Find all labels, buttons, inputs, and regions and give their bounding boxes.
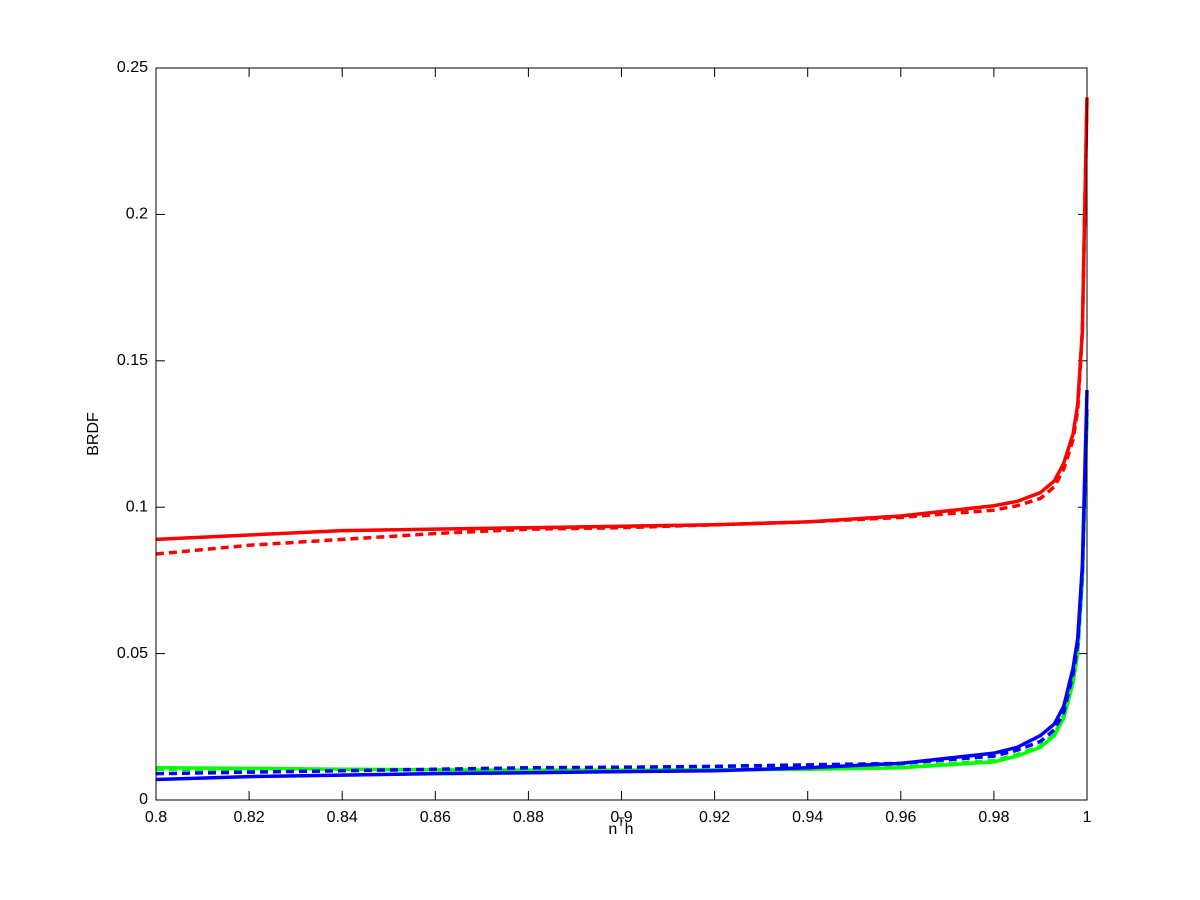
plot-frame — [155, 67, 1088, 801]
series-line — [155, 404, 1089, 776]
x-tick-label: 0.86 — [420, 809, 451, 826]
x-label-sup: T — [617, 815, 625, 829]
y-tick-label: 0.05 — [117, 645, 148, 662]
x-axis-label: nTh — [608, 815, 633, 838]
x-tick-label: 0.8 — [145, 809, 167, 826]
x-tick-label: 0.94 — [792, 809, 823, 826]
y-tick-label: 0.2 — [126, 206, 148, 223]
series-line — [155, 97, 1089, 556]
x-tick-label: 0.88 — [513, 809, 544, 826]
x-tick-label: 0.92 — [699, 809, 730, 826]
x-tick-label: 0.9 — [610, 809, 632, 826]
x-tick-label: 0.98 — [978, 809, 1009, 826]
y-tick-label: 0 — [139, 791, 148, 808]
y-tick-label: 0.25 — [117, 59, 148, 76]
x-label-tail: h — [625, 821, 634, 838]
x-tick-label: 0.82 — [234, 809, 265, 826]
y-axis-label: BRDF — [85, 412, 102, 456]
x-tick-label: 0.96 — [885, 809, 916, 826]
x-tick-label: 0.84 — [327, 809, 358, 826]
y-tick-label: 0.1 — [126, 498, 148, 515]
x-label-base: n — [608, 821, 617, 838]
x-tick-label: 1 — [1083, 809, 1092, 826]
y-tick-label: 0.15 — [117, 352, 148, 369]
